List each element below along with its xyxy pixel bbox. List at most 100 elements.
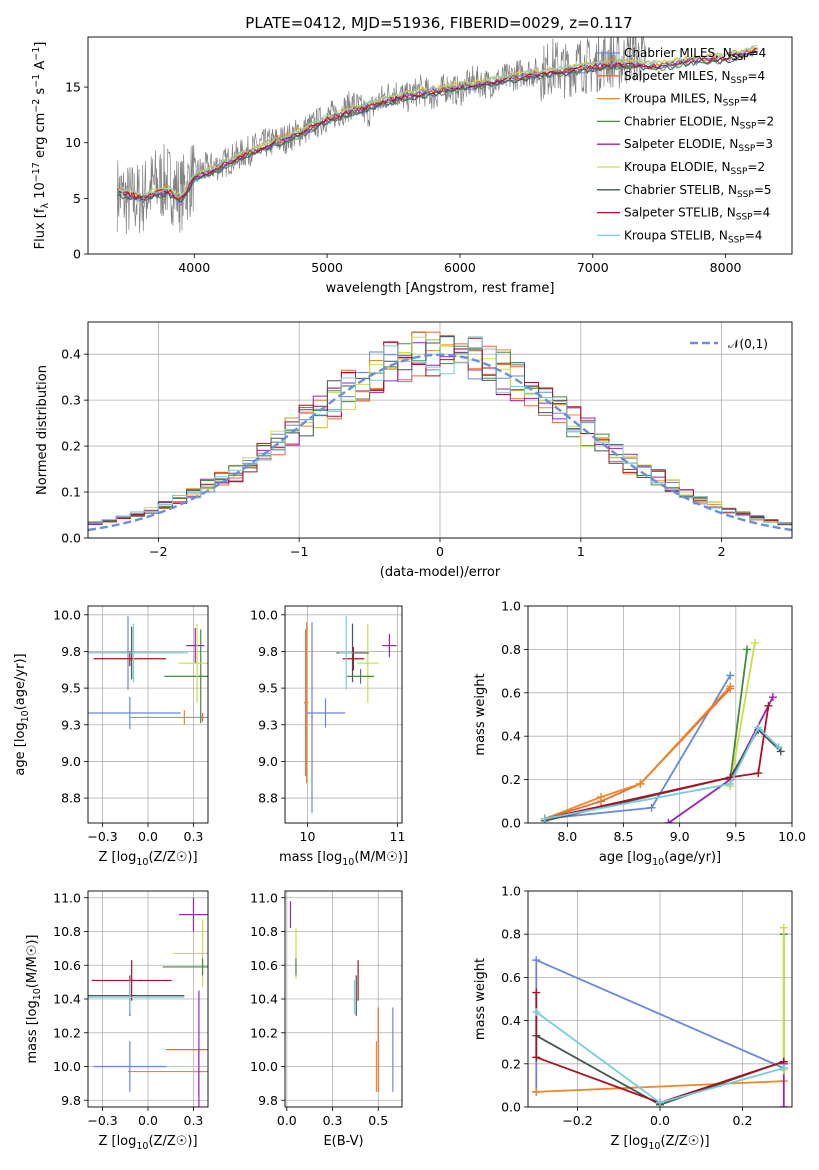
label-part: Z [	[98, 1134, 116, 1149]
y-tick-label: 10.4	[250, 992, 278, 1007]
y-tick-label: 10.0	[53, 1059, 81, 1074]
label-part: (Z/Z☉)]	[660, 1134, 709, 1149]
weight-marker	[636, 779, 645, 788]
weight-marker	[664, 819, 673, 823]
weight-marker	[754, 769, 763, 778]
legend-entry: Chabrier MILES, NSSP=4	[624, 46, 766, 63]
model-spectrum	[116, 45, 758, 198]
errorbar-point	[186, 627, 205, 664]
weight-series	[779, 923, 788, 1075]
legend-entry: Kroupa STELIB, NSSP=4	[624, 228, 762, 245]
weight-line	[536, 1080, 784, 1093]
plot-area	[116, 37, 758, 235]
y-tick-label: 10	[65, 135, 81, 150]
label-part: log	[117, 1134, 137, 1149]
y-tick-label: 10.0	[250, 1059, 278, 1074]
label-part: (Z/Z☉)]	[148, 1134, 197, 1149]
axes-frame	[87, 321, 793, 539]
errorbar-point	[339, 616, 354, 690]
errorbar-point	[382, 633, 397, 658]
y-tick-label: 0.8	[501, 927, 521, 942]
errorbar-point	[88, 696, 181, 730]
x-tick-label: 0.5	[368, 1113, 388, 1128]
label-part: −1	[31, 74, 42, 88]
x-tick-label: 9.5	[726, 829, 746, 844]
y-tick-label: 10.2	[250, 1025, 278, 1040]
legend-sub: SSP	[728, 235, 745, 245]
weight-line	[535, 992, 785, 1104]
label-part: Normed distribution	[35, 365, 50, 495]
label-part: 10	[32, 988, 43, 1000]
weight-marker	[779, 923, 788, 932]
weight-line	[667, 696, 774, 823]
x-axis-label: age [log10(age/yr)]	[599, 850, 721, 868]
label-part: λ	[40, 203, 51, 209]
weight-marker	[776, 747, 785, 756]
weight-marker	[532, 956, 541, 965]
x-tick-label: 5000	[311, 260, 343, 275]
x-tick-label: −0.3	[87, 1113, 117, 1128]
x-tick-label: 0.0	[138, 1113, 158, 1128]
label-part: (Z/Z☉)]	[148, 850, 197, 865]
panel-spectrum: 4000 5000 6000 7000 8000 0 5 10 15 Chabrier MILES…	[31, 36, 793, 296]
y-tick-label: 10.8	[250, 924, 278, 939]
y-tick-label: 0.6	[501, 970, 521, 985]
y-tick-label: 10.0	[53, 607, 81, 622]
label-part: Flux [f	[33, 208, 48, 249]
errorbar-point	[311, 622, 313, 813]
legend-text: Salpeter ELODIE, N	[624, 137, 738, 151]
y-axis-label: mass weight	[473, 673, 488, 755]
label-part: mass [	[279, 850, 322, 865]
label-part: age [	[599, 850, 632, 865]
legend-text: Chabrier ELODIE, N	[624, 114, 740, 128]
x-tick-label: 0.0	[138, 829, 158, 844]
legend-sub: SSP	[740, 121, 757, 131]
axes-frame	[527, 605, 793, 824]
axes-frame	[87, 605, 209, 824]
x-axis-label: wavelength [Angstrom, rest frame]	[326, 281, 555, 296]
y-tick-label: 10.6	[53, 958, 81, 973]
label-part: age [	[13, 742, 28, 775]
weight-marker	[768, 693, 777, 702]
y-tick-label: 15	[65, 80, 81, 95]
y-tick-label: 9.0	[61, 754, 81, 769]
residual-histogram	[88, 336, 792, 524]
plot-area	[88, 616, 208, 730]
x-tick-label: 8.5	[614, 829, 634, 844]
weight-line	[544, 685, 731, 820]
weight-marker	[726, 671, 735, 680]
panel-residuals: −2 −1 0 1 2 0.0 0.1 0.2 0.3 0.4 𝒩(0,1) (data-model)…	[35, 321, 793, 580]
x-axis-label: E(B-V)	[323, 1134, 363, 1149]
y-tick-label: 1.0	[501, 599, 521, 614]
label-part: wavelength [Angstrom, rest frame]	[326, 281, 555, 296]
legend-sub: SSP	[731, 76, 748, 86]
plot-area	[88, 331, 792, 532]
weight-line	[544, 705, 770, 820]
legend-tail: =5	[754, 183, 772, 197]
label-part: mass weight	[473, 958, 488, 1040]
label-part: mass weight	[473, 673, 488, 755]
y-tick-label: 0.8	[501, 642, 521, 657]
weight-marker	[779, 1103, 788, 1107]
x-axis-label: (data-model)/error	[380, 565, 501, 580]
weight-marker	[532, 1053, 541, 1062]
y-tick-label: 8.8	[61, 791, 81, 806]
y-tick-label: 9.8	[61, 1093, 81, 1108]
panel-age-vs-Z: −0.3 0.0 0.38.89.09.39.59.810.0Z [log10(Z/…	[13, 605, 209, 868]
y-tick-label: 9.8	[258, 644, 278, 659]
x-tick-label: 0.3	[323, 1113, 343, 1128]
weight-line	[544, 725, 780, 820]
y-tick-label: 10.8	[53, 924, 81, 939]
y-axis-label: age [log10(age/yr)]	[13, 653, 31, 775]
x-axis-label: Z [log10(Z/Z☉)]	[98, 1134, 197, 1152]
weight-marker	[647, 803, 656, 812]
legend-entry: Chabrier ELODIE, NSSP=2	[624, 114, 774, 131]
y-axis-label: Normed distribution	[35, 365, 50, 495]
label-part: log	[117, 850, 137, 865]
y-tick-label: 0.3	[61, 393, 81, 408]
weight-marker	[743, 645, 752, 654]
weight-line	[729, 642, 756, 787]
